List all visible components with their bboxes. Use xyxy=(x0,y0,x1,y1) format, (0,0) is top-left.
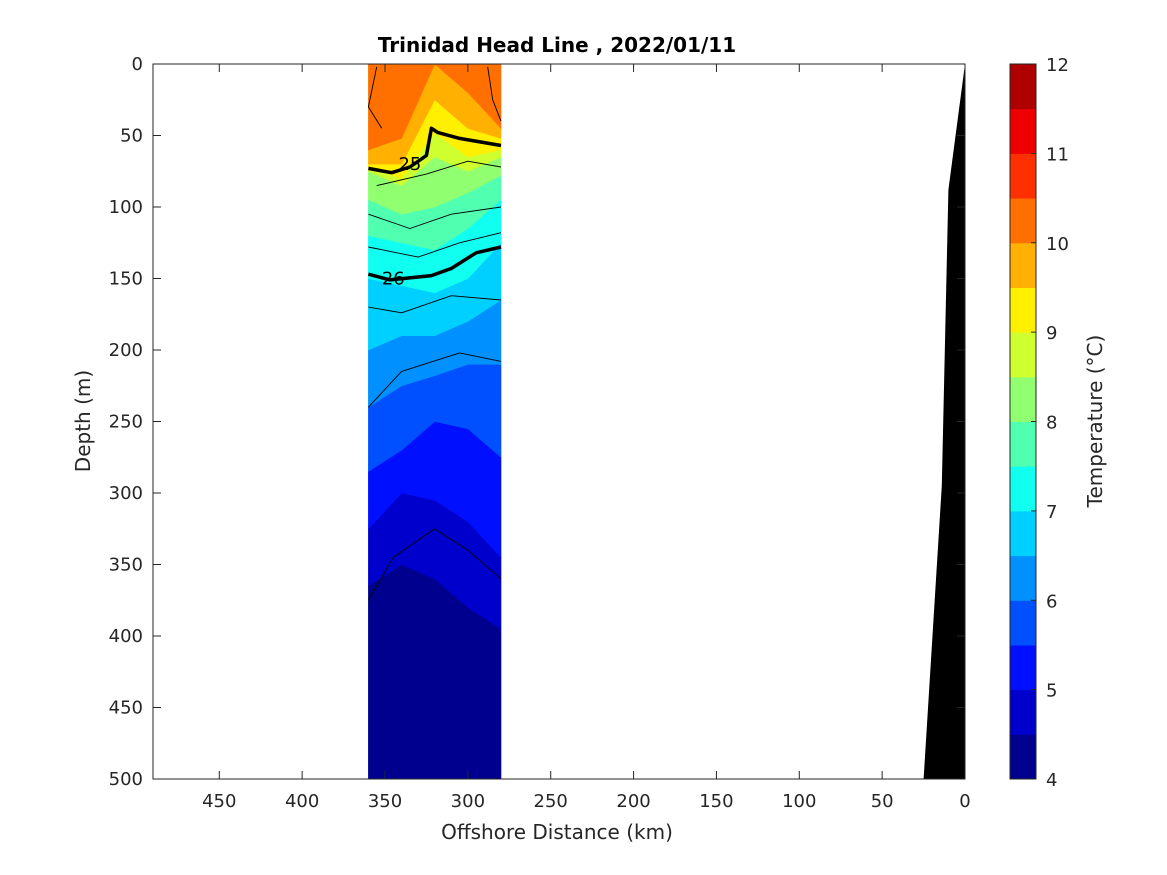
contour-line-5 xyxy=(368,206,502,229)
x-tick-label: 250 xyxy=(534,791,568,812)
colorbar-tick-label: 10 xyxy=(1046,234,1069,255)
colorbar-tick-label: 5 xyxy=(1046,681,1057,702)
colorbar-band-4 xyxy=(1010,600,1036,646)
contour-line-4 xyxy=(368,232,502,258)
y-tick-label: 0 xyxy=(132,54,143,75)
colorbar-tick-label: 7 xyxy=(1046,502,1057,523)
colorbar-band-11 xyxy=(1010,287,1036,333)
colorbar-band-9 xyxy=(1010,376,1036,422)
x-tick-label: 150 xyxy=(699,791,733,812)
colorbar-tick-label: 8 xyxy=(1046,413,1057,434)
contour-line-1 xyxy=(368,528,502,601)
temperature-fill xyxy=(368,64,502,779)
x-tick-label: 450 xyxy=(202,791,236,812)
bathymetry-shelf xyxy=(923,64,965,779)
plot-background xyxy=(153,64,965,779)
colorbar-band-5 xyxy=(1010,555,1036,601)
colorbar-tick-label: 4 xyxy=(1046,770,1057,791)
colorbar-band-2 xyxy=(1010,689,1036,735)
colorbar-band-6 xyxy=(1010,510,1036,557)
y-tick-label: 250 xyxy=(109,412,143,433)
y-tick-label: 350 xyxy=(109,555,143,576)
x-tick-label: 400 xyxy=(285,791,319,812)
x-tick-label: 100 xyxy=(782,791,816,812)
isopycnal-contours: 25 26 xyxy=(367,66,502,601)
x-tick-label: 50 xyxy=(871,791,894,812)
y-tick-label: 200 xyxy=(109,340,143,361)
colorbar-band-14 xyxy=(1010,153,1036,199)
contour-line-6 xyxy=(376,160,502,187)
y-tick-label: 300 xyxy=(109,483,143,504)
temperature-band-13 xyxy=(368,64,502,151)
colorbar-band-10 xyxy=(1010,332,1036,378)
y-tick-label: 150 xyxy=(109,269,143,290)
bathymetry-layer xyxy=(923,64,965,779)
colorbar-band-16 xyxy=(1010,64,1036,110)
colorbar: 4 5 6 7 8 9 10 11 12 xyxy=(1009,55,1069,791)
x-tick-label: 200 xyxy=(616,791,650,812)
colorbar-tick-label: 12 xyxy=(1046,55,1069,76)
colorbar-band-12 xyxy=(1010,242,1036,288)
chart-title: Trinidad Head Line , 2022/01/11 xyxy=(378,33,736,57)
contour-label: 26 xyxy=(382,269,405,290)
colorbar-tick-label: 11 xyxy=(1046,144,1069,165)
x-axis-ticks: 450 400 350 300 250 200 150 100 50 0 xyxy=(202,64,971,812)
colorbar-band-15 xyxy=(1010,108,1036,154)
x-axis-label: Offshore Distance (km) xyxy=(441,820,673,844)
colorbar-band-8 xyxy=(1010,421,1036,467)
y-tick-label: 400 xyxy=(109,626,143,647)
contour-label: 25 xyxy=(398,154,421,175)
x-tick-label: 0 xyxy=(959,791,970,812)
y-tick-label: 450 xyxy=(109,698,143,719)
colorbar-band-3 xyxy=(1010,644,1036,691)
y-axis-ticks: 0 50 100 150 200 250 300 350 400 450 500 xyxy=(109,54,965,790)
colorbar-tick-label: 9 xyxy=(1046,323,1057,344)
colorbar-ticks: 4 5 6 7 8 9 10 11 12 xyxy=(1031,55,1069,791)
contour-line-7 xyxy=(367,66,383,129)
x-tick-label: 300 xyxy=(451,791,485,812)
colorbar-tick-label: 6 xyxy=(1046,591,1057,612)
y-axis-label: Depth (m) xyxy=(71,370,95,472)
contour-line-10 xyxy=(367,245,502,282)
x-tick-label: 350 xyxy=(368,791,402,812)
y-tick-label: 100 xyxy=(109,197,143,218)
contour-line-9 xyxy=(368,126,502,175)
colorbar-band-1 xyxy=(1010,734,1036,780)
colorbar-label: Temperature (°C) xyxy=(1083,335,1107,509)
colorbar-band-13 xyxy=(1010,198,1036,244)
colorbar-band-7 xyxy=(1010,466,1036,512)
colorbar-bands xyxy=(1010,64,1036,780)
contour-line-3 xyxy=(368,295,502,314)
contour-line-8 xyxy=(487,66,502,122)
y-tick-label: 500 xyxy=(109,769,143,790)
contour-line-2 xyxy=(368,352,502,408)
y-tick-label: 50 xyxy=(120,126,143,147)
